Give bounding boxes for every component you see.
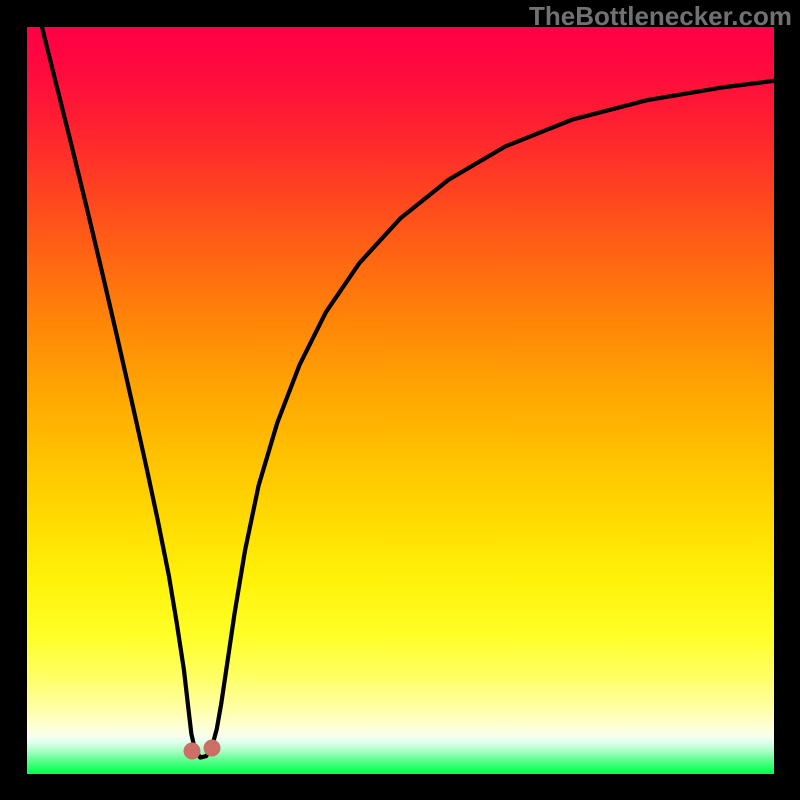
valley-marker-2 [204,740,221,757]
curve-layer [27,27,774,774]
watermark-text: TheBottlenecker.com [529,1,792,32]
chart-root: TheBottlenecker.com [0,0,800,800]
plot-area [27,27,774,774]
bottleneck-curve [42,27,774,758]
valley-marker-1 [184,743,201,760]
